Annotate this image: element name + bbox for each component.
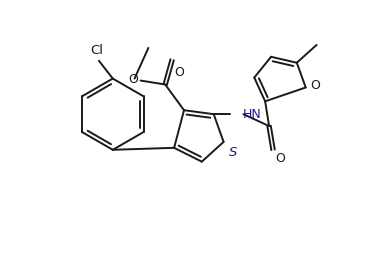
Text: O: O [174,66,184,79]
Text: O: O [129,73,138,86]
Text: Cl: Cl [90,44,104,57]
Text: O: O [311,79,320,92]
Text: S: S [229,146,237,159]
Text: HN: HN [242,108,261,121]
Text: O: O [275,152,285,165]
